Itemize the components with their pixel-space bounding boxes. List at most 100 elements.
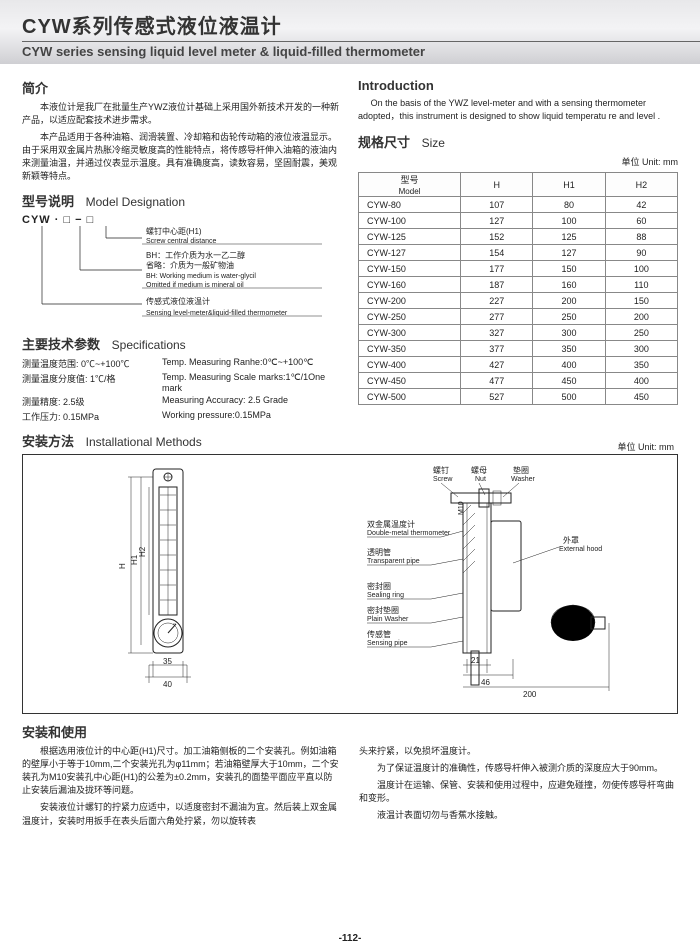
specs-heading-en: Specifications: [112, 338, 186, 352]
table-row: CYW-10012710060: [359, 213, 678, 229]
table-row: CYW-500527500450: [359, 389, 678, 405]
table-row: CYW-350377350300: [359, 341, 678, 357]
spec-r: Temp. Measuring Ranhe:0℃~+100℃: [162, 357, 313, 370]
svg-text:Omitted if medium is mineral o: Omitted if medium is mineral oil: [146, 282, 244, 289]
intro-cn-p2: 本产品适用于各种油箱、润滑装置、冷却箱和齿轮传动箱的液位液温显示。由于采用双金属…: [22, 131, 342, 183]
install-section: 安装方法 Installational Methods 单位 Unit: mm: [0, 425, 700, 714]
table-row: CYW-160187160110: [359, 277, 678, 293]
diagram-left: H H1 H2 35 40: [93, 465, 243, 710]
table-row: CYW-400427400350: [359, 357, 678, 373]
size-heading: 规格尺寸 Size: [358, 132, 678, 151]
svg-text:Sealing ring: Sealing ring: [367, 592, 404, 599]
svg-text:螺钉: 螺钉: [433, 465, 449, 475]
model-designation-diagram: CYW · □ − □ 螺钉中心距(H1) Screw central dist…: [22, 214, 342, 328]
svg-text:螺母: 螺母: [471, 465, 487, 475]
svg-text:双金属温度计: 双金属温度计: [367, 519, 415, 529]
diagram-right: 螺钉Screw 螺母Nut 垫圈Washer M10 双金属温度计Double-…: [363, 463, 673, 711]
title-cn: CYW系列传感式液位液温计: [22, 10, 700, 39]
svg-text:Plain Washer: Plain Washer: [367, 616, 409, 623]
svg-text:BH: Working medium is water-gl: BH: Working medium is water-glycil: [146, 273, 256, 280]
svg-text:省略：介质为一般矿物油: 省略：介质为一般矿物油: [146, 260, 234, 270]
install-heading: 安装方法 Installational Methods: [22, 431, 678, 450]
content-columns: 简介 本液位计是我厂在批量生产YWZ液位计基础上采用国外新技术开发的一种新产品，…: [0, 64, 700, 425]
size-col: H2: [605, 173, 677, 197]
svg-text:35: 35: [163, 657, 172, 666]
spec-l: 工作压力: 0.15MPa: [22, 410, 162, 423]
svg-text:H: H: [118, 563, 127, 569]
spec-l: 测量精度: 2.5级: [22, 395, 162, 408]
usage-p2: 安装液位计螺钉的拧紧力应适中，以适度密封不漏油为宜。然后装上双金属温度计，安装时…: [22, 801, 341, 827]
svg-text:Washer: Washer: [511, 476, 536, 483]
size-table: 型号ModelHH1H2 CYW-801078042CYW-1001271006…: [358, 172, 678, 405]
svg-text:Screw: Screw: [433, 476, 453, 483]
table-row: CYW-250277250200: [359, 309, 678, 325]
svg-text:密封垫圈: 密封垫圈: [367, 605, 399, 615]
usage-heading: 安装和使用: [22, 722, 678, 741]
size-unit: 单位 Unit: mm: [358, 155, 678, 168]
model-heading-cn: 型号说明: [22, 194, 74, 209]
right-column: Introduction On the basis of the YWZ lev…: [358, 78, 678, 425]
size-col: 型号Model: [359, 173, 461, 197]
svg-text:46: 46: [481, 678, 490, 687]
size-col: H1: [533, 173, 605, 197]
svg-text:垫圈: 垫圈: [513, 465, 529, 475]
usage-p4: 为了保证温度计的准确性，传感导杆伸入被测介质的深度应大于90mm。: [359, 762, 678, 775]
svg-text:Sensing pipe: Sensing pipe: [367, 640, 408, 647]
diag-r1-cn: 螺钉中心距(H1): [146, 226, 202, 236]
intro-en-p1: On the basis of the YWZ level-meter and …: [358, 97, 678, 122]
intro-cn-p1: 本液位计是我厂在批量生产YWZ液位计基础上采用国外新技术开发的一种新产品，以适应…: [22, 101, 342, 127]
table-row: CYW-801078042: [359, 197, 678, 213]
left-column: 简介 本液位计是我厂在批量生产YWZ液位计基础上采用国外新技术开发的一种新产品，…: [22, 78, 342, 425]
svg-text:BH：工作介质为水一乙二醇: BH：工作介质为水一乙二醇: [146, 250, 245, 260]
table-row: CYW-450477450400: [359, 373, 678, 389]
svg-text:传感式液位液温计: 传感式液位液温计: [146, 296, 210, 306]
size-col: H: [461, 173, 533, 197]
page-number: -112-: [0, 933, 700, 944]
svg-text:Transparent pipe: Transparent pipe: [367, 558, 420, 565]
svg-text:Screw central distance: Screw central distance: [146, 238, 217, 245]
install-unit: 单位 Unit: mm: [617, 440, 674, 453]
usage-p1: 根据选用液位计的中心距(H1)尺寸。加工油箱侧板的二个安装孔。例如油箱的壁厚小于…: [22, 745, 341, 797]
table-row: CYW-12715412790: [359, 245, 678, 261]
specs-heading-cn: 主要技术参数: [22, 337, 100, 352]
svg-text:Sensing level-meter&liquid-fil: Sensing level-meter&liquid-filled thermo…: [146, 310, 288, 317]
page-header: CYW系列传感式液位液温计 CYW series sensing liquid …: [0, 0, 700, 64]
spec-l: 测量温度范围: 0℃~+100℃: [22, 357, 162, 370]
intro-cn-heading: 简介: [22, 78, 342, 97]
size-heading-cn: 规格尺寸: [358, 135, 410, 150]
svg-text:传感管: 传感管: [367, 629, 391, 639]
svg-text:40: 40: [163, 680, 172, 689]
svg-text:200: 200: [523, 690, 537, 699]
usage-p6: 液温计表面切勿与香蕉水接触。: [359, 809, 678, 822]
table-row: CYW-300327300250: [359, 325, 678, 341]
install-heading-en: Installational Methods: [86, 435, 202, 449]
install-diagram-box: H H1 H2 35 40 螺钉Screw 螺母Nut 垫圈Washer: [22, 454, 678, 714]
spec-r: Temp. Measuring Scale marks:1℃/1One mark: [162, 372, 342, 393]
svg-text:21: 21: [471, 656, 480, 665]
svg-text:Nut: Nut: [475, 476, 486, 483]
model-heading: 型号说明 Model Designation: [22, 191, 342, 210]
size-heading-en: Size: [422, 136, 445, 150]
svg-text:H2: H2: [138, 547, 147, 558]
table-row: CYW-150177150100: [359, 261, 678, 277]
specs-rows: 测量温度范围: 0℃~+100℃Temp. Measuring Ranhe:0℃…: [22, 357, 342, 423]
svg-text:Double-metal thermometer: Double-metal thermometer: [367, 530, 451, 537]
model-heading-en: Model Designation: [86, 195, 185, 209]
svg-text:External hood: External hood: [559, 546, 602, 553]
usage-p5: 温度计在运输、保管、安装和使用过程中，应避免碰撞，勿使传感导杆弯曲和变形。: [359, 779, 678, 805]
table-row: CYW-12515212588: [359, 229, 678, 245]
svg-text:外罩: 外罩: [563, 535, 579, 545]
spec-r: Measuring Accuracy: 2.5 Grade: [162, 395, 288, 408]
svg-text:密封圈: 密封圈: [367, 581, 391, 591]
model-code: CYW · □ − □: [22, 214, 342, 226]
usage-p3: 头来拧紧，以免损坏温度计。: [359, 745, 678, 758]
usage-section: 安装和使用 根据选用液位计的中心距(H1)尺寸。加工油箱侧板的二个安装孔。例如油…: [0, 714, 700, 831]
install-heading-cn: 安装方法: [22, 434, 74, 449]
svg-text:透明管: 透明管: [367, 547, 391, 557]
title-en: CYW series sensing liquid level meter & …: [22, 44, 700, 59]
table-row: CYW-200227200150: [359, 293, 678, 309]
intro-en-heading: Introduction: [358, 78, 678, 93]
spec-r: Working pressure:0.15MPa: [162, 410, 271, 423]
specs-heading: 主要技术参数 Specifications: [22, 334, 342, 353]
spec-l: 测量温度分度值: 1℃/格: [22, 372, 162, 393]
